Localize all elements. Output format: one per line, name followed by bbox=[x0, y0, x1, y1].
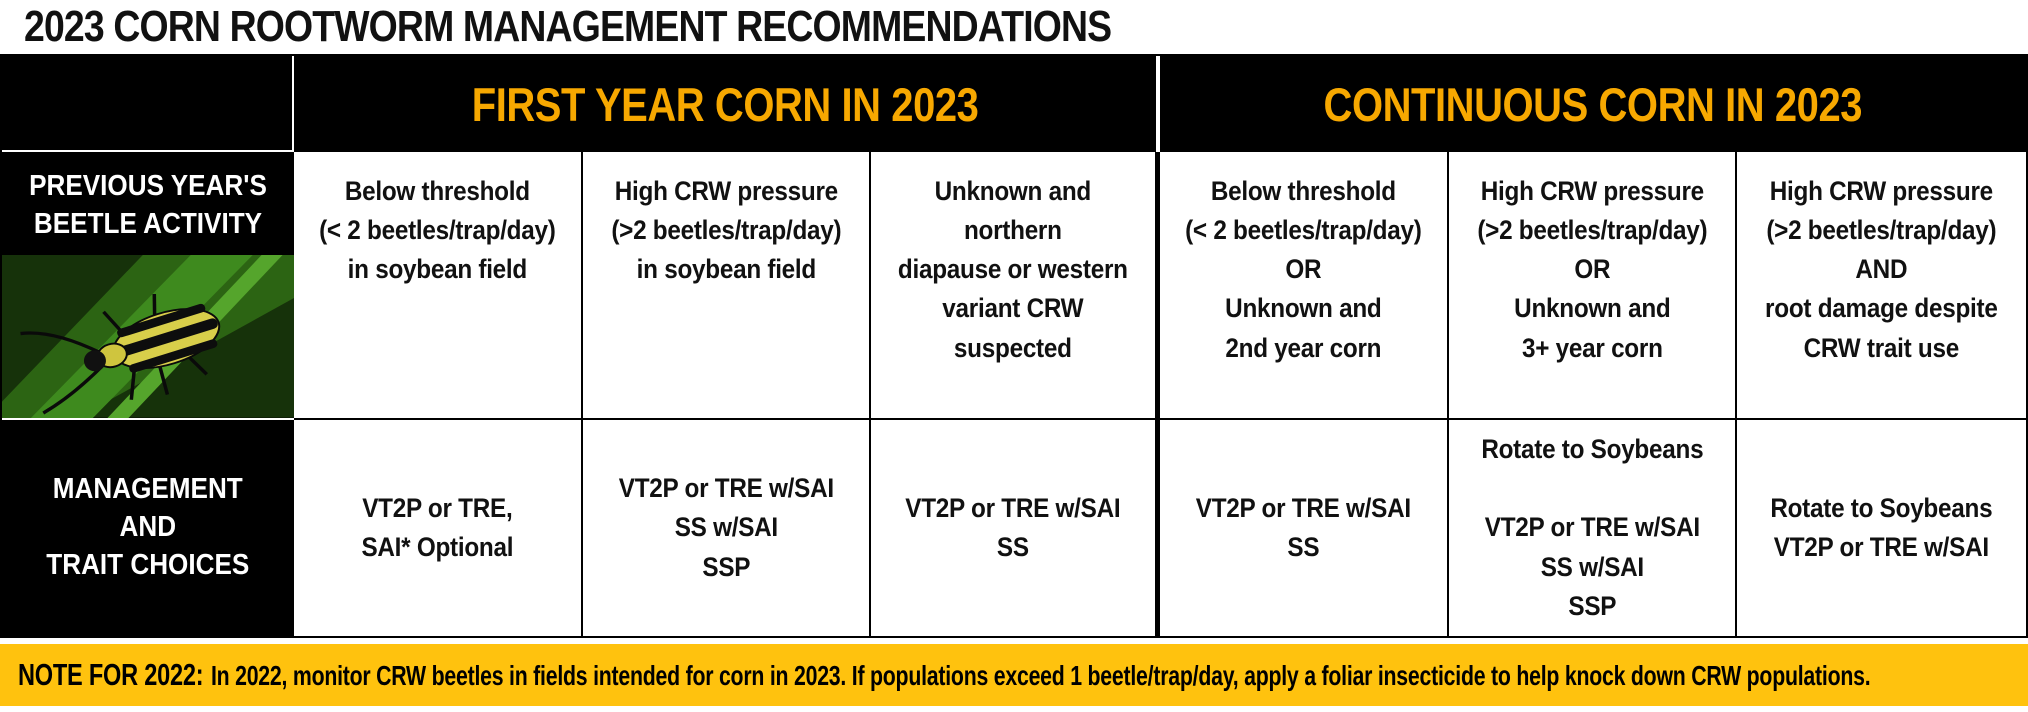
activity-cell-6-text: High CRW pressure (>2 beetles/trap/day) … bbox=[1765, 176, 1998, 363]
page-title-bar: 2023 CORN ROOTWORM MANAGEMENT RECOMMENDA… bbox=[0, 0, 2028, 54]
management-cell-4-text: VT2P or TRE w/SAI SS bbox=[1195, 492, 1411, 562]
activity-cell-3: Unknown and northern diapause or western… bbox=[871, 152, 1160, 420]
management-cell-3-text: VT2P or TRE w/SAI SS bbox=[905, 492, 1121, 562]
row-header-management-label: MANAGEMENT AND TRAIT CHOICES bbox=[46, 473, 250, 581]
management-cell-6-text: Rotate to Soybeans VT2P or TRE w/SAI bbox=[1770, 492, 1993, 562]
corner-cell bbox=[2, 56, 294, 152]
group-header-continuous-corn: CONTINUOUS CORN IN 2023 bbox=[1159, 56, 2026, 152]
note-content: NOTE FOR 2022: In 2022, monitor CRW beetl… bbox=[18, 657, 1871, 693]
row-header-beetle-activity: PREVIOUS YEAR'S BEETLE ACTIVITY bbox=[2, 152, 294, 420]
activity-cell-5-text: High CRW pressure (>2 beetles/trap/day) … bbox=[1476, 176, 1707, 363]
activity-cell-2: High CRW pressure (>2 beetles/trap/day) … bbox=[582, 152, 872, 420]
management-cell-2: VT2P or TRE w/SAI SS w/SAI SSP bbox=[582, 420, 872, 636]
activity-cell-6: High CRW pressure (>2 beetles/trap/day) … bbox=[1737, 152, 2026, 420]
activity-cell-5: High CRW pressure (>2 beetles/trap/day) … bbox=[1448, 152, 1738, 420]
beetle-photo bbox=[2, 255, 294, 418]
management-cell-6: Rotate to Soybeans VT2P or TRE w/SAI bbox=[1737, 420, 2026, 636]
row-header-management: MANAGEMENT AND TRAIT CHOICES bbox=[2, 420, 294, 636]
note-text: In 2022, monitor CRW beetles in fields i… bbox=[210, 660, 1871, 691]
activity-cell-2-text: High CRW pressure (>2 beetles/trap/day) … bbox=[610, 176, 841, 285]
activity-cell-4-text: Below threshold (< 2 beetles/trap/day) O… bbox=[1185, 176, 1422, 363]
management-cell-1: VT2P or TRE, SAI* Optional bbox=[294, 420, 583, 636]
activity-cell-4: Below threshold (< 2 beetles/trap/day) O… bbox=[1159, 152, 1449, 420]
management-cell-1-text: VT2P or TRE, SAI* Optional bbox=[361, 492, 514, 562]
management-cell-3: VT2P or TRE w/SAI SS bbox=[871, 420, 1160, 636]
management-cell-4: VT2P or TRE w/SAI SS bbox=[1159, 420, 1449, 636]
note-label: NOTE FOR 2022: bbox=[18, 657, 204, 692]
page-title: 2023 CORN ROOTWORM MANAGEMENT RECOMMENDA… bbox=[24, 2, 1112, 51]
note-bar: NOTE FOR 2022: In 2022, monitor CRW beetl… bbox=[0, 644, 2028, 706]
management-cell-5: Rotate to Soybeans VT2P or TRE w/SAI SS … bbox=[1448, 420, 1738, 636]
group-header-first-year-corn-label: FIRST YEAR CORN IN 2023 bbox=[471, 77, 979, 131]
activity-cell-1-text: Below threshold (< 2 beetles/trap/day) i… bbox=[319, 176, 556, 285]
management-cell-5-text: Rotate to Soybeans VT2P or TRE w/SAI SS … bbox=[1480, 434, 1703, 621]
row-header-beetle-activity-label: PREVIOUS YEAR'S BEETLE ACTIVITY bbox=[29, 170, 267, 240]
group-header-first-year-corn: FIRST YEAR CORN IN 2023 bbox=[294, 56, 1160, 152]
activity-cell-3-text: Unknown and northern diapause or western… bbox=[898, 176, 1129, 363]
recommendations-table: FIRST YEAR CORN IN 2023 CONTINUOUS CORN … bbox=[0, 54, 2028, 638]
activity-cell-1: Below threshold (< 2 beetles/trap/day) i… bbox=[294, 152, 583, 420]
management-cell-2-text: VT2P or TRE w/SAI SS w/SAI SSP bbox=[618, 473, 834, 582]
group-header-continuous-corn-label: CONTINUOUS CORN IN 2023 bbox=[1323, 77, 1863, 131]
